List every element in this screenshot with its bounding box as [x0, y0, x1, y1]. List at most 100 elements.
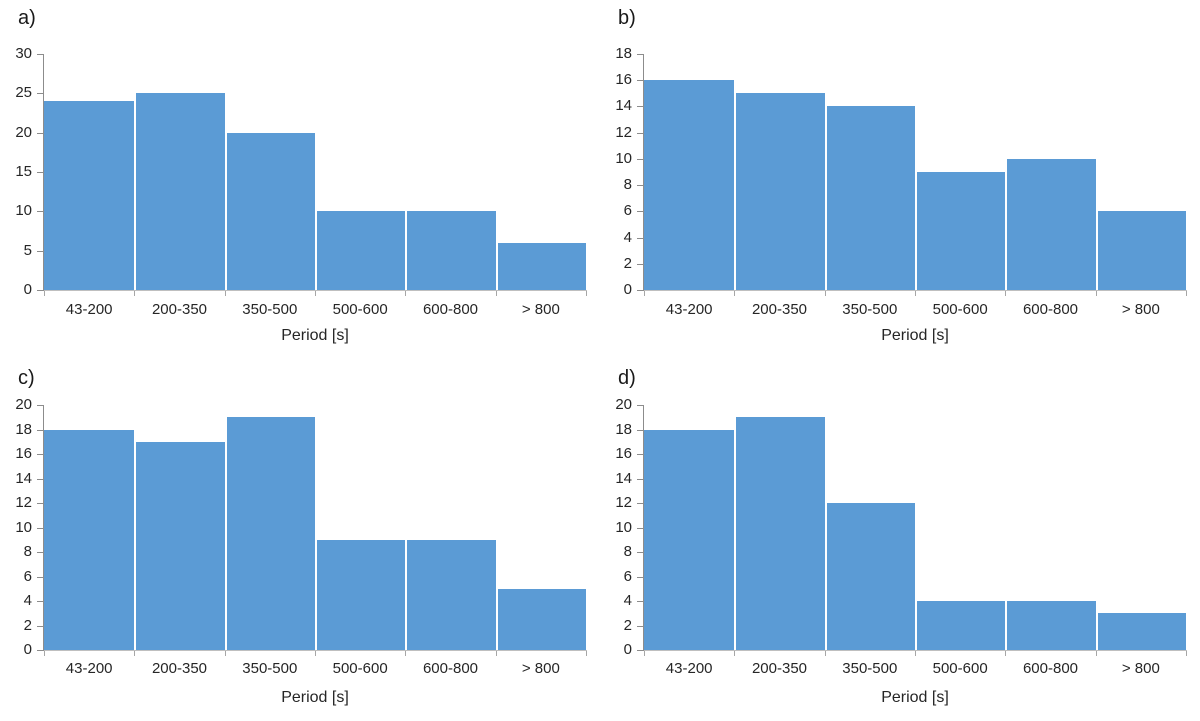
x-tick-mark: [405, 651, 407, 656]
y-tick-mark: [637, 158, 643, 160]
y-tick-mark: [637, 454, 643, 455]
y-axis-line: [643, 54, 644, 291]
bar: [44, 101, 135, 290]
histogram-b: 0 2 4 6 8 10 12 14 16 18 43-200 200-350 350-500 500-6…: [600, 0, 1200, 360]
histogram-d: 0 2 4 6 8 10 12 14 16 18 20 43-200 200-350 350-500 500…: [600, 360, 1200, 721]
x-tick-label: 500-600: [332, 301, 388, 318]
y-tick-mark: [37, 250, 43, 252]
x-tick-label: 350-500: [842, 660, 898, 677]
y-tick-label: 10: [15, 518, 32, 536]
x-tick-mark: [644, 651, 645, 656]
y-tick-mark: [637, 552, 643, 553]
y-tick-mark: [37, 601, 43, 602]
chart-panel-d: d) 0 2 4 6 8 10 12 14 16 18 20 43-200 200-350 350-500…: [600, 360, 1200, 721]
x-axis-line: [644, 290, 1187, 291]
y-tick-label: 20: [15, 123, 32, 141]
y-tick-mark: [37, 552, 43, 553]
bar: [1095, 211, 1186, 290]
x-tick-mark: [134, 291, 136, 296]
bar: [1005, 158, 1096, 290]
y-tick-label: 10: [15, 202, 32, 220]
y-tick-label: 8: [623, 543, 632, 560]
x-tick-label: 43-200: [665, 301, 713, 318]
y-axis-line: [643, 405, 644, 651]
x-tick-mark: [915, 291, 916, 296]
x-tick-label: 600-800: [422, 660, 479, 677]
y-tick-label: 10: [615, 518, 632, 536]
x-tick-mark: [315, 291, 316, 296]
x-tick-mark: [586, 651, 587, 656]
x-tick-mark: [644, 291, 645, 296]
histogram-c: 0 2 4 6 8 10 12 14 16 18 20 43-200 200-350 350-500 500…: [0, 360, 600, 721]
y-tick-label: 4: [623, 592, 632, 609]
y-tick-mark: [37, 405, 43, 406]
x-axis-title: Period [s]: [281, 327, 349, 344]
x-tick-mark: [134, 651, 136, 656]
bar: [824, 503, 915, 650]
y-tick-mark: [637, 263, 643, 265]
x-tick-mark: [586, 291, 587, 296]
x-axis-line: [644, 650, 1187, 651]
x-tick-label: 200-350: [151, 301, 208, 318]
bar: [315, 211, 406, 290]
x-tick-label: 600-800: [1022, 301, 1079, 318]
y-tick-label: 14: [615, 469, 632, 487]
y-tick-label: 18: [615, 420, 632, 438]
y-axis-line: [43, 54, 44, 291]
x-axis-line: [44, 290, 587, 291]
y-tick-label: 15: [15, 163, 32, 180]
y-tick-mark: [637, 478, 643, 480]
y-tick-label: 16: [15, 445, 32, 462]
x-tick-label: 350-500: [842, 301, 898, 318]
y-tick-mark: [637, 576, 643, 578]
bar: [1095, 613, 1186, 650]
y-tick-mark: [37, 527, 43, 529]
y-tick-label: 2: [23, 616, 32, 634]
x-tick-mark: [824, 651, 826, 656]
y-tick-mark: [37, 478, 43, 480]
x-tick-mark: [1005, 291, 1007, 296]
x-tick-mark: [1186, 291, 1187, 296]
bar: [405, 539, 496, 650]
x-tick-mark: [734, 651, 736, 656]
x-axis-line: [44, 650, 587, 651]
y-tick-mark: [37, 454, 43, 455]
y-tick-mark: [37, 132, 43, 134]
x-tick-mark: [44, 291, 45, 296]
y-tick-label: 20: [15, 396, 32, 413]
y-tick-label: 18: [615, 45, 632, 62]
x-tick-mark: [224, 291, 226, 296]
x-tick-label: 43-200: [65, 660, 113, 677]
y-tick-mark: [637, 429, 643, 431]
y-tick-mark: [37, 290, 43, 291]
x-tick-mark: [915, 651, 916, 656]
panel-label-b: b): [618, 7, 636, 29]
y-tick-mark: [37, 93, 43, 95]
x-tick-label: 600-800: [1022, 660, 1079, 677]
x-tick-label: 350-500: [242, 660, 298, 677]
x-tick-label: 200-350: [751, 301, 808, 318]
y-tick-label: 14: [15, 469, 32, 487]
x-tick-label: 500-600: [932, 660, 988, 677]
bar: [644, 80, 735, 290]
y-tick-mark: [37, 54, 43, 55]
x-axis-title: Period [s]: [281, 689, 349, 706]
y-tick-label: 4: [623, 228, 632, 246]
x-tick-mark: [1095, 291, 1097, 296]
bar: [224, 417, 315, 650]
bar: [1005, 601, 1096, 650]
bar: [824, 106, 915, 290]
x-tick-mark: [1005, 651, 1007, 656]
y-tick-mark: [637, 211, 643, 213]
panel-label-c: c): [18, 367, 35, 389]
y-tick-label: 2: [623, 616, 632, 634]
y-tick-label: 0: [23, 281, 32, 298]
x-axis-title: Period [s]: [881, 327, 949, 344]
panel-label-a: a): [18, 7, 36, 29]
bar: [915, 172, 1006, 290]
bar: [44, 429, 135, 650]
y-tick-mark: [37, 503, 43, 504]
y-tick-mark: [637, 132, 643, 134]
y-tick-label: 4: [23, 592, 32, 609]
